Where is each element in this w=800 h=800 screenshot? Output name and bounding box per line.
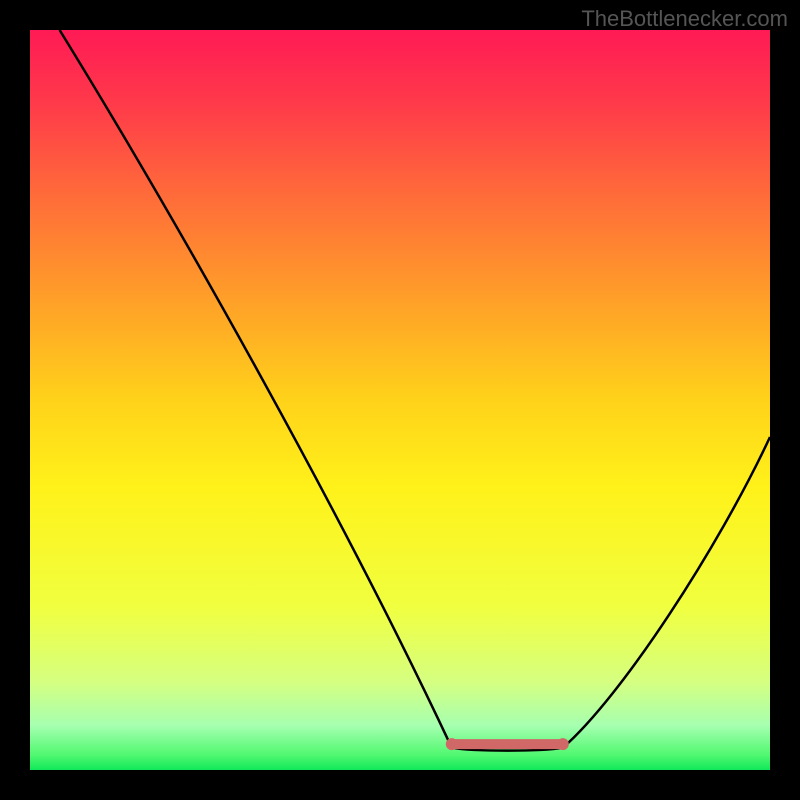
optimal-range-marker [446,738,569,750]
bottleneck-chart [0,0,800,800]
watermark-text: TheBottlenecker.com [581,6,788,32]
plot-background [30,30,770,770]
chart-stage: TheBottlenecker.com [0,0,800,800]
